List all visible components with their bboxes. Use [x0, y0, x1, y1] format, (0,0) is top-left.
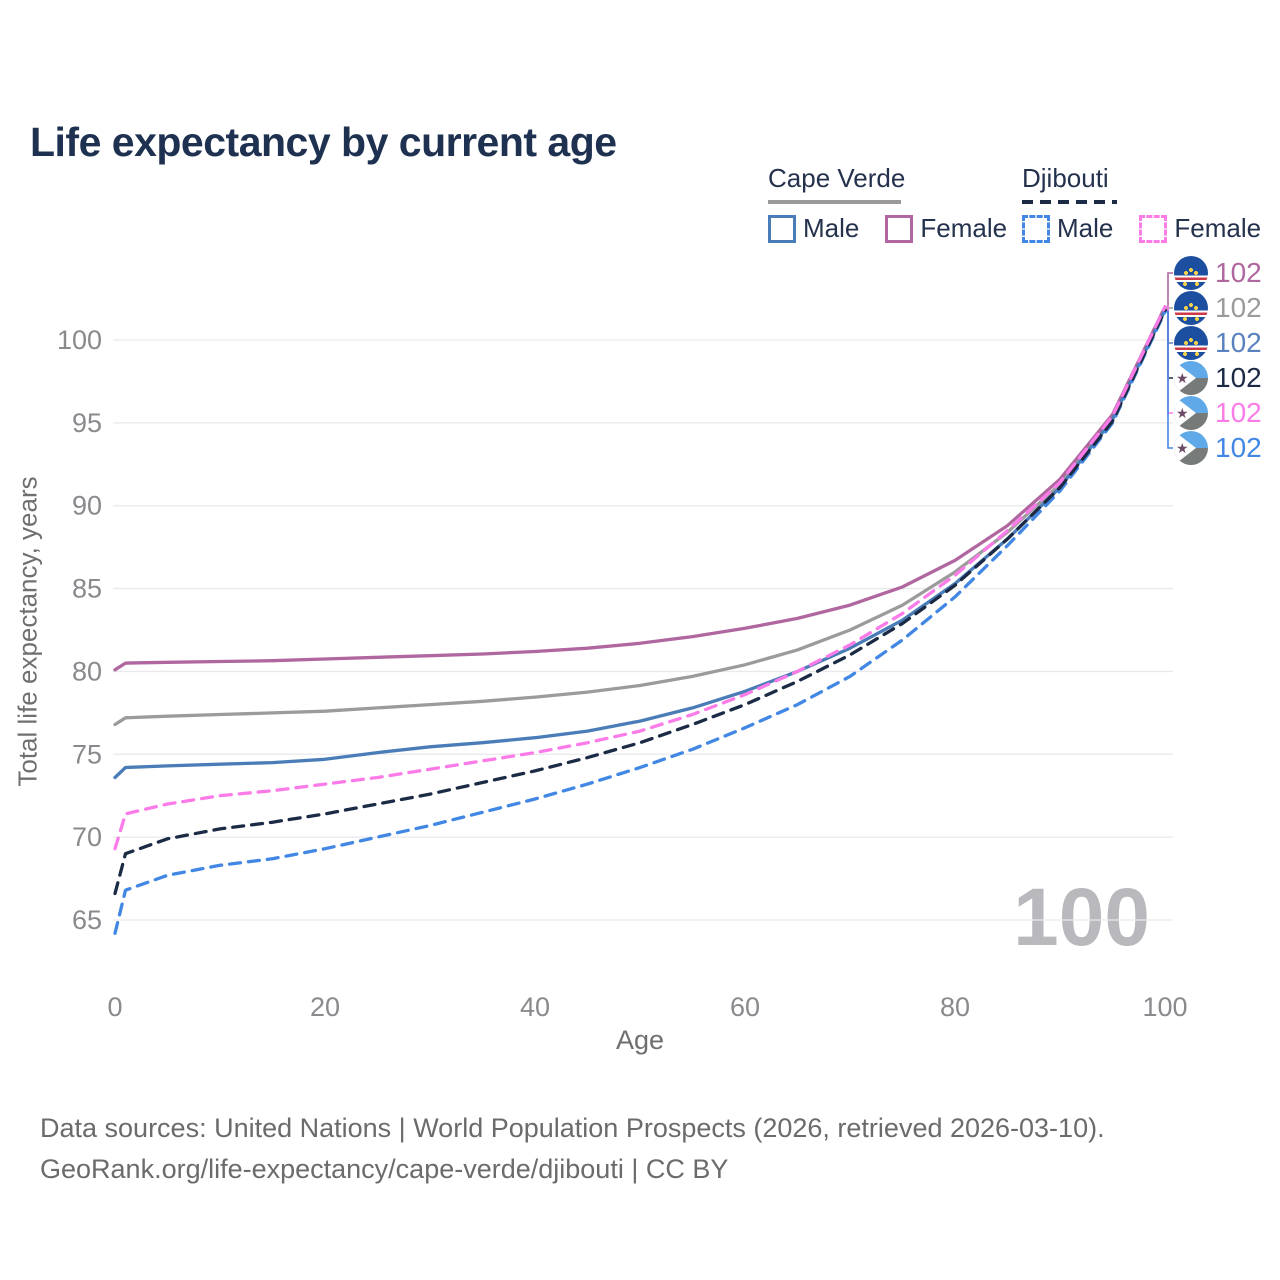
cape-verde-flag-icon: [1174, 326, 1208, 360]
legend-swatch-cape-verde-female[interactable]: [885, 214, 914, 243]
y-tick-label: 80: [72, 656, 102, 686]
x-axis-title: Age: [616, 1025, 664, 1055]
end-label-value: 102: [1215, 292, 1262, 323]
x-tick-label: 40: [520, 992, 550, 1022]
y-tick-label: 65: [72, 905, 102, 935]
footer: Data sources: United Nations | World Pop…: [40, 1108, 1105, 1190]
end-label-value: 102: [1215, 432, 1262, 463]
djibouti-flag-icon: [1174, 396, 1208, 430]
series-line-djibouti-both: [113, 308, 1167, 896]
footer-data-sources: Data sources: United Nations | World Pop…: [40, 1113, 1105, 1143]
y-tick-label: 100: [57, 325, 102, 355]
y-tick-label: 70: [72, 822, 102, 852]
legend-group-djibouti: Djibouti Male Female: [1022, 163, 1261, 244]
series-line-djibouti-male: [113, 310, 1167, 935]
legend-header-djibouti[interactable]: Djibouti: [1022, 163, 1109, 193]
legend-header-cape-verde[interactable]: Cape Verde: [768, 163, 906, 193]
end-label-leader-line: [1166, 307, 1173, 310]
legend-swatch-djibouti-male[interactable]: [1022, 214, 1050, 243]
end-label: 102: [1174, 396, 1262, 430]
end-label-value: 102: [1215, 257, 1262, 288]
y-tick-label: 75: [72, 739, 102, 769]
y-tick-label: 95: [72, 408, 102, 438]
x-tick-label: 60: [730, 992, 760, 1022]
age-counter-watermark: 100: [1013, 872, 1150, 963]
end-label: 102: [1174, 291, 1262, 325]
end-label-leader-line: [1166, 309, 1173, 379]
legend-underline-dashed: [1022, 200, 1117, 204]
x-tick-label: 100: [1142, 992, 1187, 1022]
legend-underline-solid: [768, 200, 901, 204]
legend-label-djibouti-male[interactable]: Male: [1057, 213, 1114, 243]
page-title: Life expectancy by current age: [30, 119, 617, 166]
end-label: 102: [1174, 256, 1262, 290]
cape-verde-flag-icon: [1174, 256, 1208, 290]
djibouti-flag-icon: [1174, 361, 1208, 395]
end-label: 102: [1174, 361, 1262, 395]
end-label-leader-line: [1166, 306, 1173, 414]
legend-label-cape-verde-female[interactable]: Female: [920, 213, 1008, 243]
end-label: 102: [1174, 431, 1262, 465]
legend-label-djibouti-female[interactable]: Female: [1174, 213, 1262, 243]
legend-group-cape-verde: Cape Verde Male Female: [768, 163, 1007, 244]
footer-attribution: GeoRank.org/life-expectancy/cape-verde/d…: [40, 1154, 729, 1184]
legend-swatch-djibouti-female[interactable]: [1139, 214, 1168, 243]
djibouti-flag-icon: [1174, 431, 1208, 465]
series-line-cape-verde-both: [113, 306, 1167, 727]
end-label-value: 102: [1215, 362, 1262, 393]
y-tick-label: 85: [72, 574, 102, 604]
x-tick-label: 80: [940, 992, 970, 1022]
x-tick-label: 20: [310, 992, 340, 1022]
end-label-leader-line: [1166, 309, 1173, 344]
series-line-cape-verde-female: [113, 305, 1167, 672]
end-label-value: 102: [1215, 397, 1262, 428]
end-label-value: 102: [1215, 327, 1262, 358]
legend-label-cape-verde-male[interactable]: Male: [803, 213, 860, 243]
end-label-leader-line: [1166, 272, 1173, 308]
x-tick-label: 0: [107, 992, 122, 1022]
cape-verde-flag-icon: [1174, 291, 1208, 325]
end-label: 102: [1174, 326, 1262, 360]
end-label-leader-line: [1166, 311, 1173, 449]
series-line-djibouti-female: [113, 305, 1167, 851]
y-tick-label: 90: [72, 491, 102, 521]
legend-swatch-cape-verde-male[interactable]: [768, 214, 796, 243]
